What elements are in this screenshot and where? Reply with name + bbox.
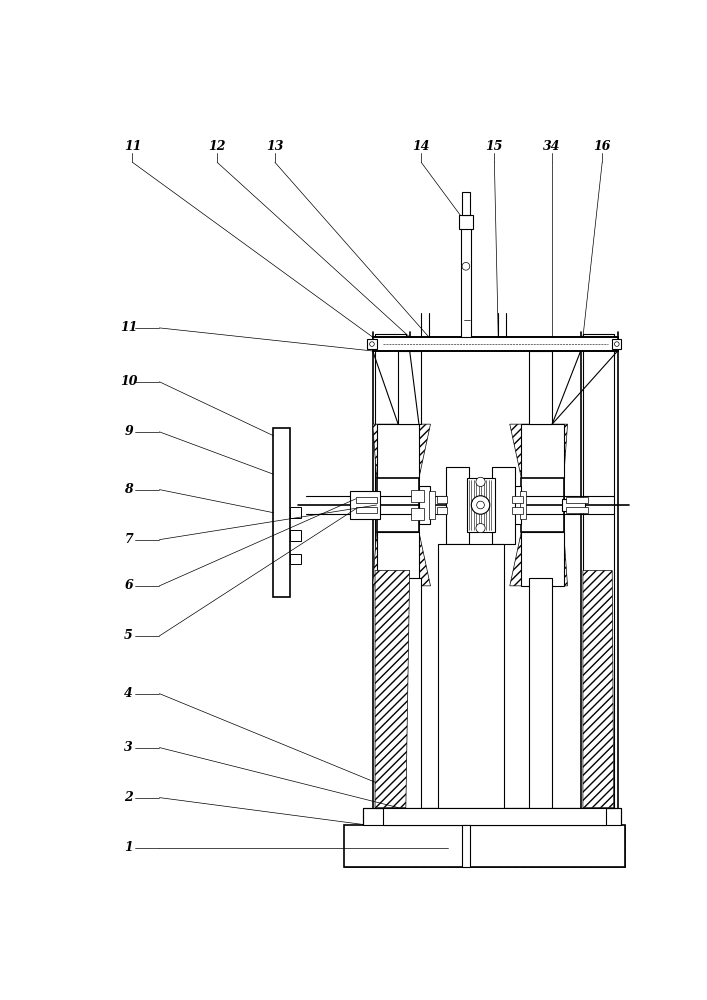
Bar	[377, 478, 419, 532]
Bar	[398, 578, 421, 808]
Circle shape	[476, 523, 485, 533]
Text: 4: 4	[124, 687, 133, 700]
Text: 11: 11	[124, 140, 141, 153]
Bar	[411, 490, 423, 502]
Bar	[375, 334, 406, 808]
Text: 7: 7	[124, 533, 133, 546]
Bar	[377, 532, 419, 586]
Text: 9: 9	[124, 425, 133, 438]
Bar	[459, 215, 473, 229]
Bar	[411, 508, 423, 520]
Bar	[612, 339, 621, 349]
Bar	[398, 578, 421, 808]
Text: 34: 34	[544, 140, 561, 153]
Bar	[512, 496, 523, 503]
Circle shape	[476, 477, 485, 487]
Bar	[583, 334, 614, 808]
Bar	[398, 351, 421, 424]
Polygon shape	[583, 570, 614, 808]
Text: 16: 16	[593, 140, 611, 153]
Bar	[521, 478, 563, 532]
Polygon shape	[373, 532, 431, 586]
Bar	[462, 825, 469, 867]
Bar	[419, 486, 431, 524]
Bar	[510, 486, 521, 524]
Bar	[437, 507, 448, 514]
Text: 11: 11	[120, 321, 137, 334]
Bar	[274, 428, 291, 597]
Text: 12: 12	[209, 140, 226, 153]
Bar	[344, 825, 625, 867]
Bar	[375, 334, 406, 808]
Bar	[291, 530, 301, 541]
Circle shape	[462, 262, 469, 270]
Text: 3: 3	[124, 741, 133, 754]
Bar	[291, 507, 301, 518]
Bar	[492, 466, 515, 544]
Bar	[377, 424, 419, 478]
Bar	[438, 544, 503, 808]
Bar	[529, 351, 552, 424]
Text: 8: 8	[124, 483, 133, 496]
Text: 15: 15	[486, 140, 503, 153]
Circle shape	[472, 496, 490, 514]
Bar	[529, 578, 552, 808]
Text: 10: 10	[120, 375, 137, 388]
Bar	[583, 334, 614, 808]
Bar	[373, 337, 618, 351]
Circle shape	[370, 342, 374, 346]
Bar	[460, 222, 472, 337]
Bar	[566, 507, 588, 513]
Bar	[429, 491, 435, 519]
Bar	[512, 507, 523, 514]
Text: 1: 1	[124, 841, 133, 854]
Bar	[438, 544, 503, 808]
Circle shape	[614, 342, 619, 346]
Text: 13: 13	[267, 140, 284, 153]
Bar	[566, 497, 588, 503]
Bar	[520, 491, 526, 519]
Text: 2: 2	[124, 791, 133, 804]
Text: 14: 14	[412, 140, 430, 153]
Bar	[377, 478, 419, 532]
Bar	[291, 554, 301, 564]
Text: 5: 5	[124, 629, 133, 642]
Bar	[521, 532, 563, 586]
Bar	[356, 507, 378, 513]
Text: 6: 6	[124, 579, 133, 592]
Polygon shape	[373, 424, 431, 478]
Bar	[562, 499, 585, 511]
Polygon shape	[375, 570, 409, 808]
Bar	[398, 351, 421, 424]
Bar	[356, 497, 378, 503]
Bar	[446, 466, 469, 544]
Polygon shape	[510, 532, 568, 586]
Bar	[382, 808, 606, 825]
Bar	[529, 578, 552, 808]
Bar	[529, 351, 552, 424]
Bar	[437, 496, 448, 503]
Polygon shape	[510, 424, 568, 478]
Bar	[368, 339, 377, 349]
Bar	[351, 491, 380, 519]
Bar	[467, 478, 495, 532]
Bar	[462, 192, 469, 215]
Bar	[363, 808, 621, 825]
Bar	[446, 466, 469, 544]
Circle shape	[477, 501, 484, 509]
Bar	[521, 424, 563, 478]
Bar	[521, 478, 563, 532]
Bar	[492, 466, 515, 544]
Bar	[344, 825, 625, 867]
